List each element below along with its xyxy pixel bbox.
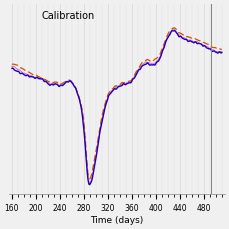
Text: Calibration: Calibration [42, 11, 95, 21]
X-axis label: Time (days): Time (days) [90, 216, 144, 225]
